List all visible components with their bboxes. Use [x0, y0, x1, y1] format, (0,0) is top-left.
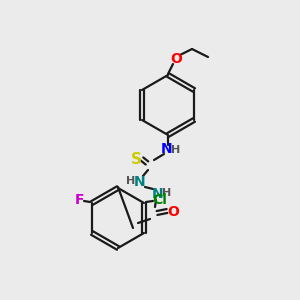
Text: Cl: Cl — [152, 193, 167, 207]
Text: H: H — [162, 188, 172, 198]
Text: H: H — [171, 145, 181, 155]
Text: O: O — [170, 52, 182, 66]
Text: S: S — [130, 152, 142, 166]
Text: O: O — [167, 205, 179, 219]
Text: H: H — [126, 176, 136, 186]
Text: N: N — [161, 142, 173, 156]
Text: N: N — [134, 175, 146, 189]
Text: N: N — [152, 187, 164, 201]
Text: F: F — [74, 193, 84, 207]
